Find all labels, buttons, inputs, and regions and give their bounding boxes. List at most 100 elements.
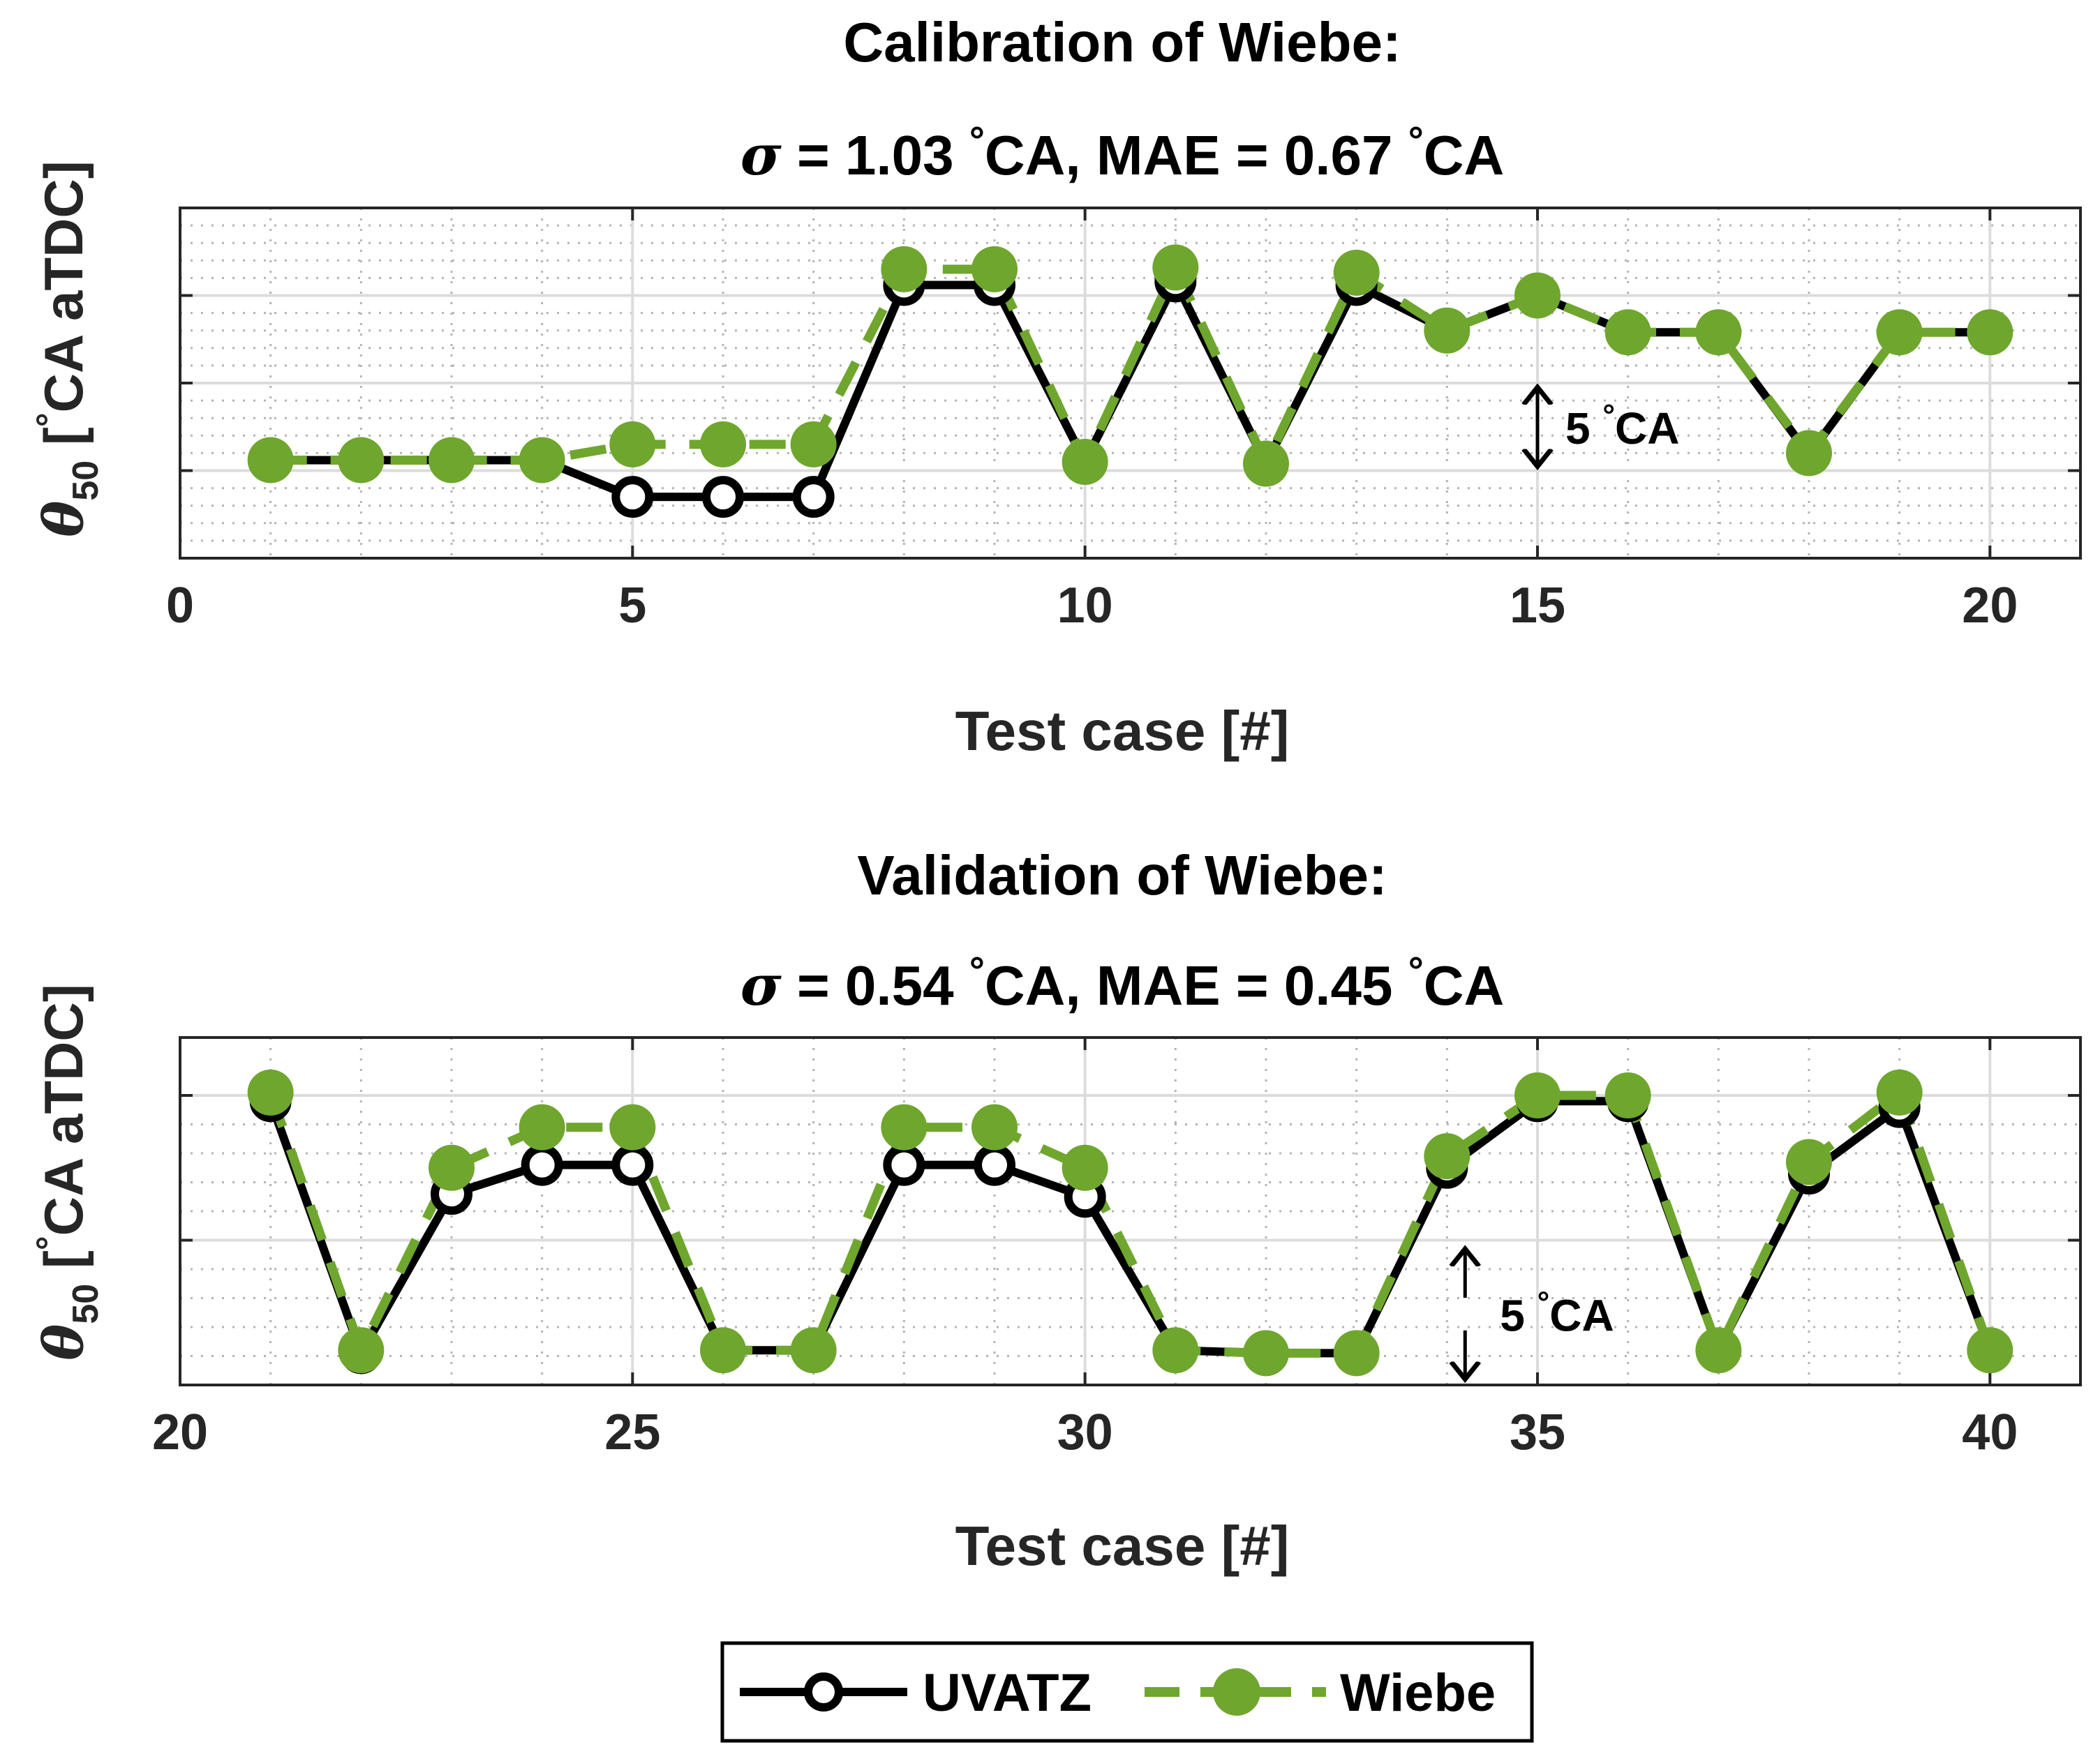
data-point-wiebe <box>1062 438 1108 485</box>
data-point-wiebe <box>247 437 294 484</box>
data-point-wiebe <box>429 1144 475 1191</box>
data-point-wiebe <box>1695 309 1742 356</box>
data-point-wiebe <box>429 437 475 484</box>
x-tick-label: 25 <box>604 1405 660 1460</box>
data-point-wiebe <box>1514 1072 1561 1118</box>
data-point-uvatz <box>702 476 744 518</box>
x-tick-label: 20 <box>1962 578 2018 634</box>
chart-title: Calibration of Wiebe: <box>843 11 1401 73</box>
data-point-wiebe <box>1243 440 1289 487</box>
degree-symbol: ° <box>1537 1285 1550 1319</box>
chart-stats: σ = 1.03 °CA, MAE = 0.67 °CA <box>740 119 1505 188</box>
legend-uvatz-marker <box>804 1672 843 1712</box>
unit: CA aTDC] <box>33 160 94 412</box>
data-point-wiebe <box>1243 1330 1289 1377</box>
theta-symbol: θ <box>32 1324 96 1361</box>
x-tick-label: 15 <box>1510 578 1565 634</box>
bracket: [ <box>33 1250 94 1284</box>
data-point-uvatz <box>521 1144 563 1186</box>
data-point-wiebe <box>247 1069 294 1116</box>
data-point-wiebe <box>971 1104 1018 1151</box>
theta-symbol: θ <box>32 501 96 537</box>
svg-text:θ50 [°CA aTDC]: θ50 [°CA aTDC] <box>29 984 106 1360</box>
data-point-wiebe <box>1152 244 1199 291</box>
data-point-uvatz <box>974 1144 1015 1186</box>
legend-uvatz-label: UVATZ <box>923 1663 1092 1723</box>
data-point-wiebe <box>1333 1330 1380 1377</box>
data-point-wiebe <box>1967 1327 2013 1374</box>
data-point-wiebe <box>1152 1327 1199 1374</box>
sigma-symbol: σ <box>740 952 782 1018</box>
data-point-wiebe <box>1786 430 1832 477</box>
data-point-wiebe <box>790 421 837 467</box>
subscript: 50 <box>66 1284 106 1324</box>
data-point-wiebe <box>881 1104 928 1151</box>
data-point-wiebe <box>519 437 565 484</box>
degree-symbol: ° <box>29 412 70 427</box>
x-axis-label: Test case [#] <box>955 700 1290 762</box>
mae-value: CA, MAE = 0.45 <box>985 954 1408 1017</box>
data-point-wiebe <box>338 1327 385 1374</box>
series-line-wiebe <box>266 1088 1995 1358</box>
scale-value: 5 <box>1500 1290 1537 1340</box>
y-axis-label: θ50 [°CA aTDC] <box>29 160 106 537</box>
x-tick-label: 5 <box>618 578 646 634</box>
validation-chart: Validation of Wiebe: σ = 0.54 °CA, MAE =… <box>29 844 2082 1577</box>
degree-symbol: ° <box>1408 949 1424 992</box>
svg-text:Test case [#]: Test case [#] <box>955 1515 1290 1577</box>
x-tick-label: 10 <box>1057 578 1113 634</box>
unit-text: CA <box>1424 954 1505 1017</box>
data-point-wiebe <box>1695 1327 1742 1374</box>
legend-wiebe-marker <box>1213 1668 1260 1716</box>
degree-symbol: ° <box>969 949 985 992</box>
data-point-wiebe <box>1876 1069 1923 1116</box>
data-point-wiebe <box>1062 1144 1108 1191</box>
data-point-wiebe <box>1876 309 1923 356</box>
plot-background <box>180 1038 2080 1385</box>
data-point-wiebe <box>1967 309 2013 356</box>
bracket: [ <box>33 427 94 460</box>
scale-unit: CA <box>1549 1290 1614 1340</box>
x-tick-label: 35 <box>1510 1405 1565 1460</box>
unit: CA aTDC] <box>33 984 94 1236</box>
sigma-symbol: σ <box>740 122 782 188</box>
mae-value: CA, MAE = 0.67 <box>985 124 1408 186</box>
data-point-uvatz <box>883 1144 925 1186</box>
degree-symbol: ° <box>1602 398 1615 433</box>
subscript: 50 <box>66 460 106 501</box>
chart-title: Validation of Wiebe: <box>857 844 1387 906</box>
data-point-wiebe <box>700 421 746 467</box>
data-point-wiebe <box>790 1327 837 1374</box>
data-point-wiebe <box>1514 272 1561 319</box>
data-point-wiebe <box>881 246 928 292</box>
y-axis-label: θ50 [°CA aTDC] <box>29 984 106 1360</box>
plot-area: 20 25 30 35 40 5 °CA <box>152 1036 2082 1460</box>
data-point-wiebe <box>1604 1072 1651 1118</box>
scale-value: 5 <box>1565 403 1602 454</box>
degree-symbol: ° <box>29 1236 70 1250</box>
scale-annotation: 5 °CA <box>1537 387 1679 467</box>
degree-symbol: ° <box>1408 119 1424 162</box>
x-tick-label: 40 <box>1962 1405 2018 1460</box>
scale-annotation: 5 °CA <box>1465 1249 1614 1379</box>
degree-symbol: ° <box>969 119 985 162</box>
scale-unit: CA <box>1615 403 1679 454</box>
legend-entry-uvatz: UVATZ <box>740 1663 1092 1723</box>
scale-label: 5 °CA <box>1565 398 1679 454</box>
svg-text:θ50 [°CA aTDC]: θ50 [°CA aTDC] <box>29 160 106 537</box>
sigma-value: = 1.03 <box>782 124 969 186</box>
legend-wiebe-label: Wiebe <box>1340 1663 1496 1723</box>
svg-text:Test case [#]: Test case [#] <box>955 700 1290 762</box>
data-point-wiebe <box>1786 1139 1832 1185</box>
data-point-wiebe <box>609 1104 656 1151</box>
data-point-uvatz <box>611 476 654 518</box>
legend: UVATZ Wiebe <box>720 1641 1534 1743</box>
data-point-wiebe <box>609 421 656 467</box>
data-point-wiebe <box>1424 1133 1470 1180</box>
data-point-wiebe <box>1424 307 1470 354</box>
data-point-wiebe <box>338 437 385 484</box>
data-point-wiebe <box>971 246 1018 292</box>
axes-box <box>179 1036 2082 1386</box>
data-point-wiebe <box>700 1327 746 1374</box>
